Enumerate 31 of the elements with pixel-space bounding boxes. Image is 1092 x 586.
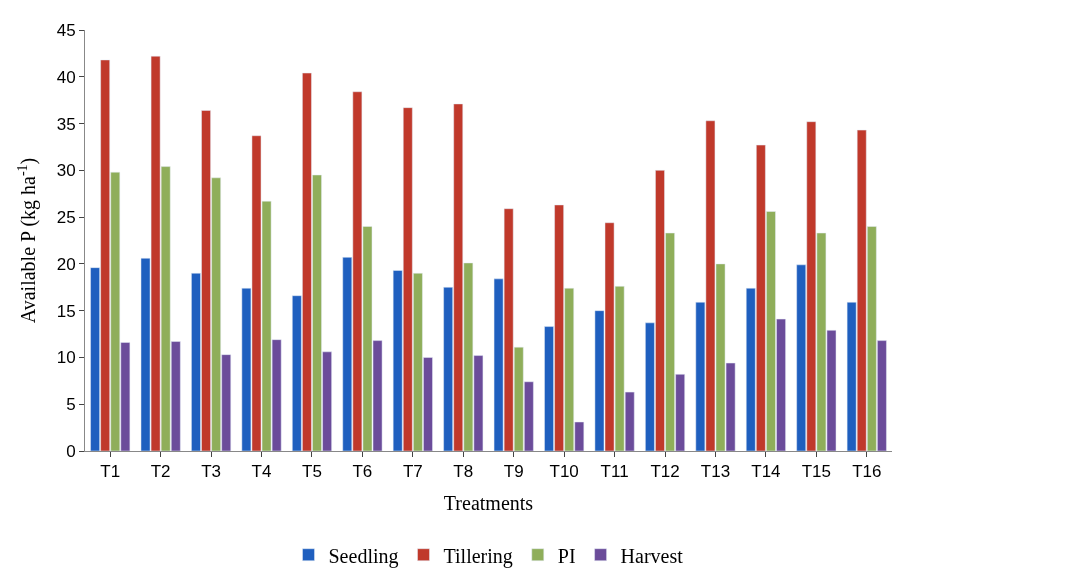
legend-label: Seedling bbox=[328, 544, 399, 568]
x-tick-label: T6 bbox=[352, 462, 373, 482]
x-tick-label: T10 bbox=[549, 462, 579, 482]
x-tick-label: T13 bbox=[700, 462, 731, 482]
x-tick-label: T11 bbox=[600, 462, 629, 482]
x-tick-label: T4 bbox=[251, 462, 272, 482]
legend-label: Harvest bbox=[620, 544, 684, 567]
x-tick-label: T2 bbox=[150, 462, 171, 482]
y-tick-label: 20 bbox=[56, 254, 76, 274]
legend-label: PI bbox=[557, 544, 576, 567]
y-tick-label: 0 bbox=[66, 441, 76, 461]
y-tick-label: 30 bbox=[56, 161, 76, 181]
x-tick-label: T7 bbox=[402, 462, 423, 482]
y-tick-label: 5 bbox=[66, 395, 76, 415]
x-tick-label: T1 bbox=[100, 462, 121, 482]
x-tick-label: T15 bbox=[801, 462, 831, 482]
x-tick-label: T14 bbox=[751, 462, 781, 482]
x-tick-label: T5 bbox=[302, 462, 322, 482]
x-tick-label: T12 bbox=[650, 462, 680, 482]
y-tick-label: 15 bbox=[56, 301, 76, 321]
x-tick-label: T8 bbox=[453, 462, 474, 482]
y-tick-label: 10 bbox=[56, 348, 76, 368]
y-tick-label: 40 bbox=[56, 67, 76, 87]
y-tick-label: 45 bbox=[56, 20, 76, 40]
x-tick-label: T3 bbox=[201, 462, 222, 482]
x-axis-title: Treatments bbox=[443, 491, 534, 514]
x-tick-label: T9 bbox=[503, 462, 524, 482]
x-tick-label: T16 bbox=[852, 462, 882, 482]
legend-label: Tillering bbox=[443, 544, 513, 568]
y-tick-label: 25 bbox=[56, 208, 76, 228]
y-tick-label: 35 bbox=[56, 114, 76, 134]
